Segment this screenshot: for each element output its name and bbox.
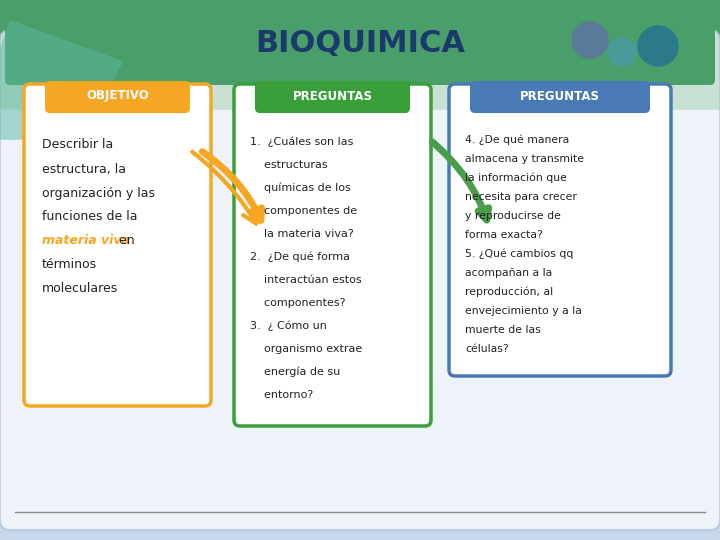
Text: la materia viva?: la materia viva?: [250, 229, 354, 239]
Text: 4. ¿De qué manera: 4. ¿De qué manera: [465, 135, 570, 145]
FancyBboxPatch shape: [449, 84, 671, 376]
Bar: [10, 22, 710, 60]
Text: químicas de los: químicas de los: [250, 183, 351, 193]
Circle shape: [608, 38, 636, 66]
FancyBboxPatch shape: [256, 82, 409, 112]
Text: PREGUNTAS: PREGUNTAS: [292, 90, 372, 103]
Text: Describir la: Describir la: [42, 138, 113, 152]
Text: 1.  ¿Cuáles son las: 1. ¿Cuáles son las: [250, 137, 354, 147]
Text: términos: términos: [42, 259, 97, 272]
Text: PREGUNTAS: PREGUNTAS: [520, 90, 600, 103]
Text: energía de su: energía de su: [250, 367, 341, 377]
Circle shape: [638, 26, 678, 66]
FancyBboxPatch shape: [471, 82, 649, 112]
Text: células?: células?: [465, 344, 508, 354]
Text: 2.  ¿De qué forma: 2. ¿De qué forma: [250, 252, 350, 262]
Text: moleculares: moleculares: [42, 282, 118, 295]
Text: materia viva: materia viva: [42, 234, 130, 247]
FancyArrowPatch shape: [432, 142, 489, 220]
Text: BIOQUIMICA: BIOQUIMICA: [255, 29, 465, 57]
Text: componentes de: componentes de: [250, 206, 357, 216]
Text: y reproducirse de: y reproducirse de: [465, 211, 561, 221]
FancyBboxPatch shape: [24, 84, 211, 406]
Text: estructuras: estructuras: [250, 160, 328, 170]
Text: envejecimiento y a la: envejecimiento y a la: [465, 306, 582, 316]
FancyBboxPatch shape: [5, 15, 715, 85]
Text: muerte de las: muerte de las: [465, 325, 541, 335]
Text: organismo extrae: organismo extrae: [250, 344, 362, 354]
Text: almacena y transmite: almacena y transmite: [465, 154, 584, 164]
Text: componentes?: componentes?: [250, 298, 346, 308]
Text: forma exacta?: forma exacta?: [465, 230, 543, 240]
Wedge shape: [0, 20, 123, 140]
FancyBboxPatch shape: [0, 30, 720, 530]
FancyBboxPatch shape: [46, 82, 189, 112]
Bar: [0, 110, 720, 540]
Text: reproducción, al: reproducción, al: [465, 287, 553, 297]
Bar: [0, 0, 720, 110]
Text: estructura, la: estructura, la: [42, 163, 126, 176]
Text: OBJETIVO: OBJETIVO: [86, 90, 149, 103]
Text: funciones de la: funciones de la: [42, 211, 138, 224]
Text: interactúan estos: interactúan estos: [250, 275, 361, 285]
Circle shape: [572, 22, 608, 58]
Text: 3.  ¿ Cómo un: 3. ¿ Cómo un: [250, 321, 327, 331]
Text: acompañan a la: acompañan a la: [465, 268, 552, 278]
Text: 5. ¿Qué cambios qq: 5. ¿Qué cambios qq: [465, 249, 573, 259]
Text: la información que: la información que: [465, 173, 567, 183]
Text: en: en: [115, 234, 135, 247]
Text: necesita para crecer: necesita para crecer: [465, 192, 577, 202]
Text: organización y las: organización y las: [42, 186, 155, 199]
FancyBboxPatch shape: [234, 84, 431, 426]
FancyArrowPatch shape: [202, 152, 261, 220]
Text: entorno?: entorno?: [250, 390, 313, 400]
